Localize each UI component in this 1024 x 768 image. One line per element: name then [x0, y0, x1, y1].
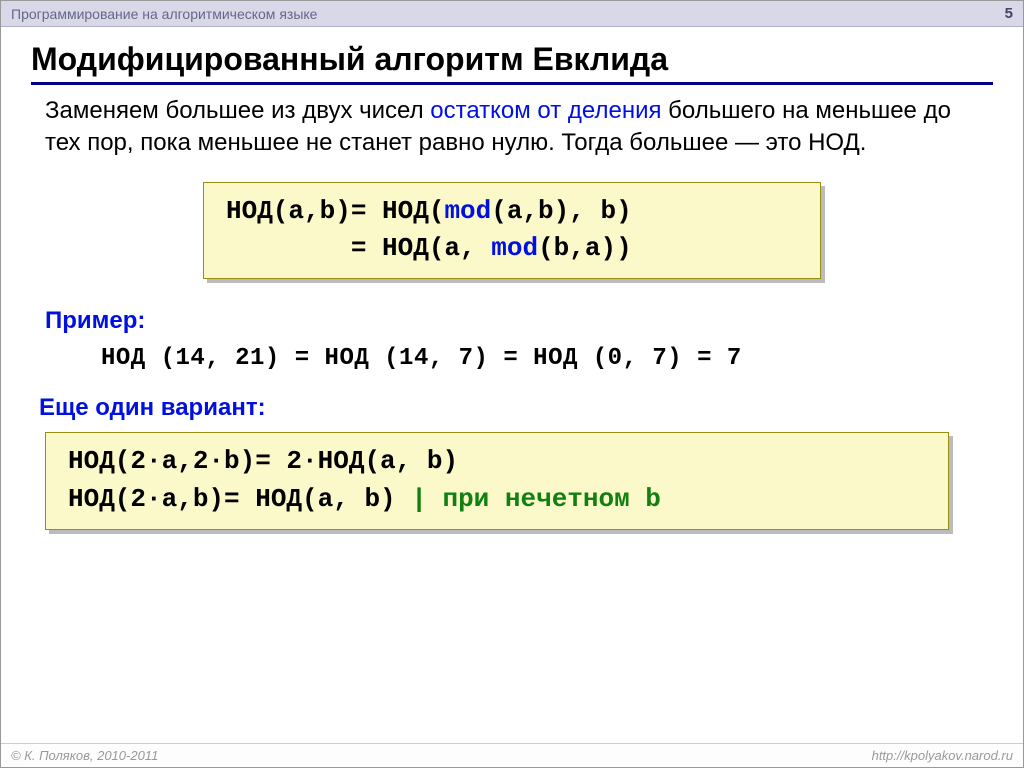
- footer: © К. Поляков, 2010-2011 http://kpolyakov…: [1, 743, 1023, 767]
- formula1-line1: НОД(a,b)= НОД(mod(a,b), b): [226, 193, 798, 231]
- f1l2-mod: mod: [491, 233, 538, 263]
- example-line: НОД (14, 21) = НОД (14, 7) = НОД (0, 7) …: [101, 345, 979, 372]
- intro-highlight: остатком от деления: [430, 97, 661, 124]
- intro-part1: Заменяем большее из двух чисел: [45, 97, 430, 124]
- formula2-line2: НОД(2·a,b)= НОД(a, b) | при нечетном b: [68, 481, 926, 519]
- example-label: Пример:: [45, 307, 979, 335]
- slide: Программирование на алгоритмическом язык…: [0, 0, 1024, 768]
- variant-label: Еще один вариант:: [39, 394, 979, 422]
- intro-text: Заменяем большее из двух чисел остатком …: [45, 95, 979, 160]
- topbar: Программирование на алгоритмическом язык…: [1, 1, 1023, 27]
- content: Заменяем большее из двух чисел остатком …: [1, 85, 1023, 530]
- f1l1-post: (a,b), b): [491, 196, 631, 226]
- formula1-line2: = НОД(a, mod(b,a)): [226, 230, 798, 268]
- page-number: 5: [1005, 5, 1013, 22]
- footer-copyright: © К. Поляков, 2010-2011: [11, 748, 158, 763]
- f1l2-post: (b,a)): [538, 233, 632, 263]
- f1l2-pre: = НОД(a,: [226, 233, 491, 263]
- f2l2-main: НОД(2·a,b)= НОД(a, b): [68, 484, 411, 514]
- topbar-title: Программирование на алгоритмическом язык…: [11, 6, 317, 22]
- f1l1-pre: НОД(a,b)= НОД(: [226, 196, 444, 226]
- formula2-line1: НОД(2·a,2·b)= 2·НОД(a, b): [68, 443, 926, 481]
- f1l1-mod: mod: [444, 196, 491, 226]
- slide-heading: Модифицированный алгоритм Евклида: [31, 41, 993, 85]
- footer-url: http://kpolyakov.narod.ru: [872, 748, 1013, 763]
- f2l2-cond: | при нечетном b: [411, 484, 661, 514]
- formula-box-2: НОД(2·a,2·b)= 2·НОД(a, b) НОД(2·a,b)= НО…: [45, 432, 949, 529]
- formula-box-1: НОД(a,b)= НОД(mod(a,b), b) = НОД(a, mod(…: [203, 182, 821, 279]
